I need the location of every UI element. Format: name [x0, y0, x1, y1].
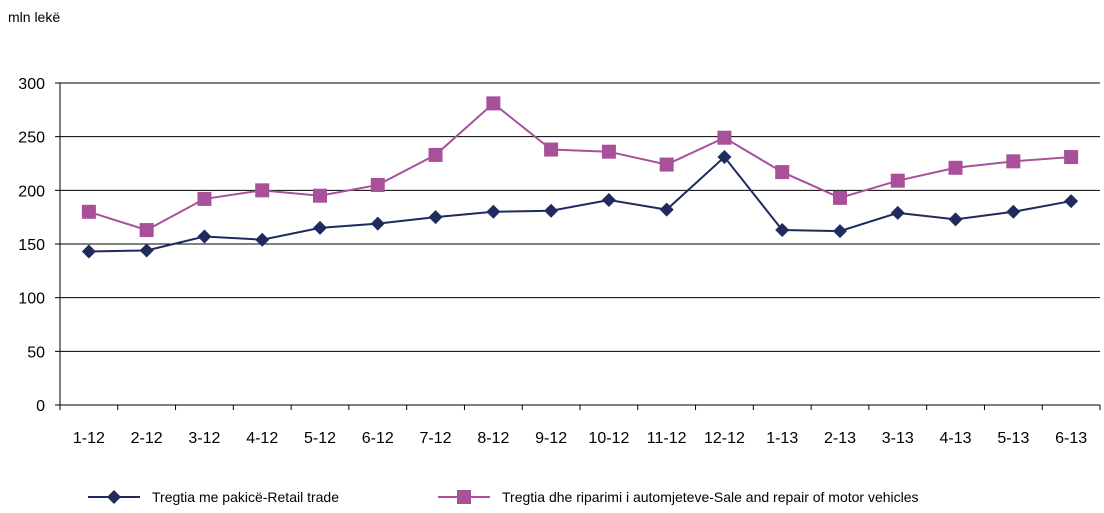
data-point-square [428, 147, 443, 162]
x-tick-label: 8-12 [477, 430, 509, 447]
data-point-diamond [81, 244, 96, 259]
data-point-diamond [428, 210, 443, 225]
data-point-diamond [486, 204, 501, 219]
axes: 0 50 100 150 200 250 300 1-12 2-12 3-12 4-12 5-12 6-… [18, 76, 1101, 447]
data-point-diamond [370, 216, 385, 231]
data-point-square [890, 173, 905, 188]
data-point-diamond [1006, 204, 1021, 219]
data-point-square [313, 188, 327, 203]
y-tick-label: 100 [18, 291, 45, 308]
data-point-square [833, 190, 847, 205]
x-tick-label: 12-12 [704, 430, 745, 447]
y-tick-label: 200 [18, 183, 45, 200]
x-tick-label: 7-12 [420, 430, 452, 447]
data-point-diamond [659, 202, 674, 217]
x-tick-label: 3-12 [188, 430, 220, 447]
x-tick-label: 2-13 [824, 430, 856, 447]
legend-item-1: Tregtia me pakicë-Retail trade [88, 489, 339, 505]
data-point-diamond [313, 220, 327, 235]
series-line [88, 102, 1072, 232]
y-tick-label: 300 [18, 76, 45, 93]
x-tick-label: 4-13 [940, 430, 972, 447]
legend-label: Tregtia me pakicë-Retail trade [152, 489, 339, 505]
data-point-diamond [1064, 194, 1079, 209]
legend: Tregtia me pakicë-Retail trade Tregtia dh… [88, 489, 919, 505]
data-point-square [139, 223, 154, 238]
data-point-square [1006, 154, 1021, 169]
legend-marker-diamond [107, 490, 121, 504]
data-point-diamond [197, 229, 212, 244]
legend-marker-square [457, 490, 471, 504]
x-tick-label: 4-12 [246, 430, 278, 447]
data-point-diamond [890, 205, 905, 220]
x-tick-label: 6-12 [362, 430, 394, 447]
series-2 [81, 96, 1079, 238]
x-tick-label: 10-12 [588, 430, 629, 447]
x-tick-label: 5-12 [304, 430, 336, 447]
data-point-diamond [948, 212, 963, 227]
x-tick-label: 1-13 [766, 430, 798, 447]
x-tick-label: 5-13 [997, 430, 1029, 447]
data-point-square [486, 96, 501, 111]
y-unit-label: mln lekë [8, 9, 60, 25]
data-point-square [659, 157, 674, 172]
series-lines [81, 96, 1079, 259]
x-tick-label: 9-12 [535, 430, 567, 447]
data-point-diamond [544, 203, 559, 218]
x-tick-label: 2-12 [131, 430, 163, 447]
data-point-diamond [139, 243, 154, 258]
data-point-diamond [775, 223, 790, 238]
data-point-square [255, 183, 270, 198]
x-tick-label: 11-12 [647, 430, 687, 447]
data-point-square [948, 160, 963, 175]
legend-label: Tregtia dhe riparimi i automjeteve-Sale … [502, 489, 919, 505]
y-tick-label: 150 [18, 237, 45, 254]
x-tick-label: 6-13 [1055, 430, 1087, 447]
gridlines [60, 82, 1100, 352]
data-point-square [601, 144, 616, 159]
y-tick-label: 50 [27, 344, 45, 361]
data-point-square [1064, 150, 1079, 165]
data-point-diamond [717, 150, 732, 165]
data-point-diamond [255, 232, 270, 247]
data-point-square [370, 177, 385, 192]
legend-item-2: Tregtia dhe riparimi i automjeteve-Sale … [438, 489, 919, 505]
data-point-diamond [601, 192, 616, 207]
y-tick-label: 250 [18, 130, 45, 147]
data-point-square [197, 191, 212, 206]
series-line [88, 155, 1072, 253]
y-tick-label: 0 [36, 398, 45, 415]
data-point-square [81, 204, 96, 219]
x-tick-label: 1-12 [73, 430, 105, 447]
data-point-square [717, 130, 732, 145]
x-tick-label: 3-13 [882, 430, 914, 447]
series-1 [81, 150, 1079, 259]
data-point-square [544, 142, 559, 157]
data-point-square [775, 165, 790, 180]
data-point-diamond [833, 224, 847, 239]
